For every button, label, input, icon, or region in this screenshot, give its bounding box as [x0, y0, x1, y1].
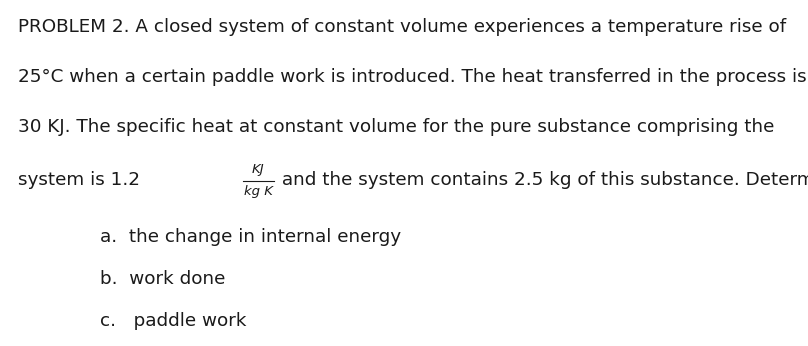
- Text: c.   paddle work: c. paddle work: [100, 312, 246, 330]
- Text: b.  work done: b. work done: [100, 270, 225, 288]
- Text: 30 KJ. The specific heat at constant volume for the pure substance comprising th: 30 KJ. The specific heat at constant vol…: [18, 118, 774, 136]
- Text: kg K: kg K: [244, 184, 273, 198]
- Text: 25°C when a certain paddle work is introduced. The heat transferred in the proce: 25°C when a certain paddle work is intro…: [18, 68, 806, 86]
- Text: a.  the change in internal energy: a. the change in internal energy: [100, 228, 401, 246]
- Text: PROBLEM 2. A closed system of constant volume experiences a temperature rise of: PROBLEM 2. A closed system of constant v…: [18, 18, 786, 36]
- Text: and the system contains 2.5 kg of this substance. Determine:: and the system contains 2.5 kg of this s…: [276, 171, 808, 189]
- Text: KJ: KJ: [252, 164, 265, 176]
- Text: system is 1.2: system is 1.2: [18, 171, 146, 189]
